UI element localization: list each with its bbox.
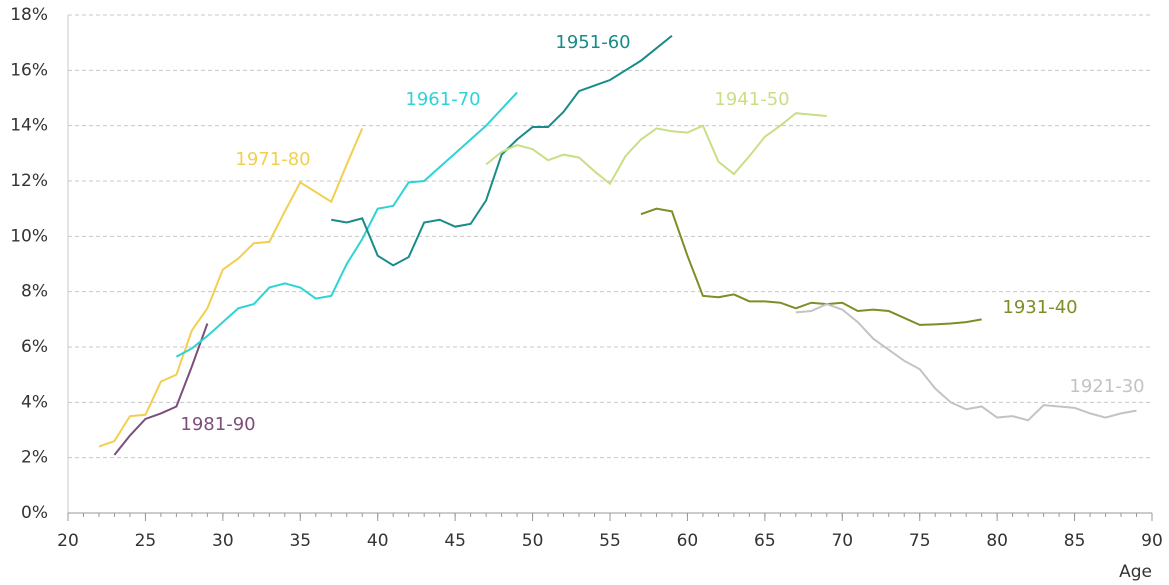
- x-tick-label: 85: [1064, 531, 1086, 551]
- x-tick-label: 30: [212, 531, 234, 551]
- series-line: [640, 207, 982, 326]
- y-tick-label: 14%: [10, 116, 48, 136]
- y-tick-label: 6%: [21, 337, 48, 357]
- x-tick-label: 35: [289, 531, 311, 551]
- y-tick-label: 4%: [21, 392, 48, 412]
- x-tick-label: 65: [754, 531, 776, 551]
- series-line: [485, 112, 827, 186]
- x-tick-label: 20: [57, 531, 79, 551]
- x-tick-label: 25: [135, 531, 157, 551]
- series-label: 1981-90: [180, 414, 255, 435]
- x-tick-label: 45: [444, 531, 466, 551]
- series-line: [113, 323, 209, 456]
- series-label: 1971-80: [235, 149, 310, 170]
- series-line: [98, 128, 364, 448]
- series-label: 1941-50: [714, 89, 789, 110]
- y-tick-label: 18%: [10, 5, 48, 25]
- x-tick-label: 70: [831, 531, 853, 551]
- x-tick-label: 40: [367, 531, 389, 551]
- y-tick-label: 8%: [21, 282, 48, 302]
- y-tick-label: 12%: [10, 171, 48, 191]
- y-tick-label: 16%: [10, 60, 48, 80]
- series-line: [331, 34, 673, 267]
- series-label: 1951-60: [555, 32, 630, 53]
- y-tick-label: 0%: [21, 503, 48, 523]
- series-label: 1931-40: [1002, 297, 1077, 318]
- x-tick-label: 55: [599, 531, 621, 551]
- series-line: [795, 303, 1137, 422]
- y-tick-label: 10%: [10, 226, 48, 246]
- x-tick-label: 50: [522, 531, 544, 551]
- series-label: 1921-30: [1069, 376, 1144, 397]
- x-axis-label: Age: [1119, 562, 1152, 582]
- series-label: 1961-70: [405, 89, 480, 110]
- x-tick-label: 60: [677, 531, 699, 551]
- y-tick-label: 2%: [21, 448, 48, 468]
- series-line: [175, 91, 518, 358]
- x-tick-label: 80: [986, 531, 1008, 551]
- x-tick-label: 75: [909, 531, 931, 551]
- x-tick-label: 90: [1141, 531, 1163, 551]
